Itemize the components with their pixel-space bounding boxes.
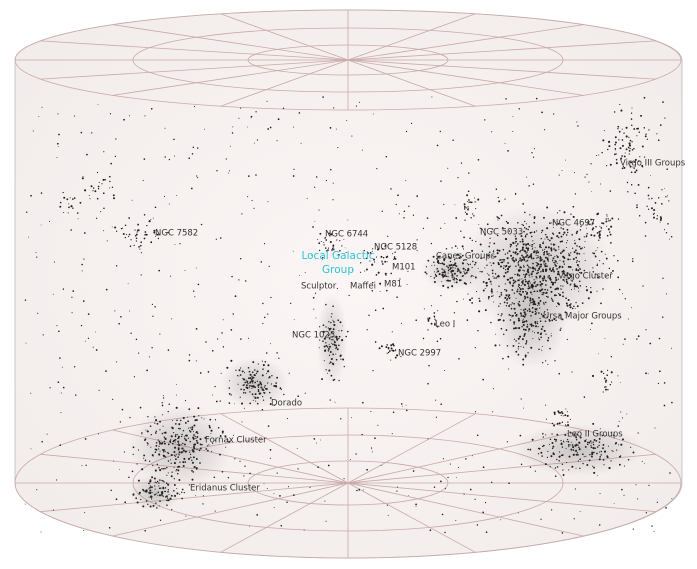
label: NGC 4697 — [552, 219, 595, 229]
label: NGC 5033 — [480, 228, 523, 238]
label: NGC 6744 — [325, 230, 368, 240]
label: Eridanus Cluster — [190, 484, 260, 494]
label: Group — [322, 264, 354, 276]
label: Fornax Cluster — [205, 436, 267, 446]
label: Sculptor — [301, 282, 337, 292]
label: Maffei — [350, 282, 376, 292]
cluster-glow — [128, 405, 232, 489]
labels: NGC 7582 NGC 6744 NGC 5128 NGC 5033 NGC … — [155, 159, 686, 494]
cluster-glow — [513, 424, 643, 476]
label: Canes Groups — [436, 252, 496, 262]
label: Virgo Cluster — [558, 272, 613, 282]
label: Local Galactic — [301, 250, 374, 262]
label: Dorado — [271, 399, 302, 409]
cluster-glow — [493, 275, 567, 369]
label: Leo I — [435, 320, 455, 330]
cluster-glow — [316, 293, 348, 387]
galaxy-dots — [24, 96, 673, 534]
label: M81 — [384, 280, 402, 290]
label: M101 — [392, 263, 416, 273]
label: NGC 1023 — [292, 331, 335, 341]
label: Ursa Major Groups — [543, 312, 622, 322]
grid-spoke — [40, 40, 656, 80]
cluster-glow — [129, 474, 181, 512]
label: NGC 2997 — [398, 349, 441, 359]
label: Virgo III Groups — [620, 159, 686, 169]
label: NGC 5128 — [374, 243, 417, 253]
label: NGC 7582 — [155, 229, 198, 239]
label: Leo II Groups — [567, 430, 623, 440]
